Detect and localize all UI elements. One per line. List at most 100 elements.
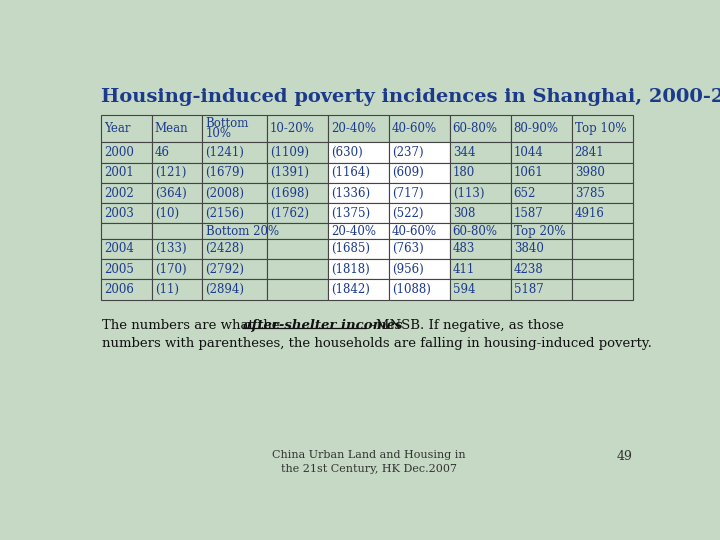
Bar xyxy=(328,279,389,300)
Text: 40-60%: 40-60% xyxy=(392,122,437,135)
Bar xyxy=(267,163,328,183)
Bar xyxy=(389,183,449,203)
Bar xyxy=(202,163,267,183)
Bar xyxy=(101,239,152,259)
Bar xyxy=(572,239,632,259)
Text: (364): (364) xyxy=(155,186,186,200)
Bar xyxy=(389,279,449,300)
Bar xyxy=(267,203,328,224)
Text: 308: 308 xyxy=(453,207,475,220)
Bar xyxy=(328,203,389,224)
Text: (1164): (1164) xyxy=(330,166,370,179)
Text: 180: 180 xyxy=(453,166,475,179)
Text: (522): (522) xyxy=(392,207,423,220)
Text: (1842): (1842) xyxy=(330,283,369,296)
Bar xyxy=(152,279,202,300)
Text: 10%: 10% xyxy=(205,127,232,140)
Text: (1679): (1679) xyxy=(205,166,245,179)
Bar xyxy=(101,115,152,142)
Bar xyxy=(510,183,572,203)
Bar xyxy=(101,279,152,300)
Bar xyxy=(510,279,572,300)
Text: 2002: 2002 xyxy=(104,186,134,200)
Text: 46: 46 xyxy=(155,146,170,159)
Text: 10-20%: 10-20% xyxy=(270,122,315,135)
Text: 344: 344 xyxy=(453,146,475,159)
Text: 2841: 2841 xyxy=(575,146,604,159)
Text: The numbers are what the: The numbers are what the xyxy=(102,319,284,332)
Text: 2000: 2000 xyxy=(104,146,134,159)
Bar xyxy=(202,224,267,239)
Text: (717): (717) xyxy=(392,186,423,200)
Text: 1044: 1044 xyxy=(513,146,544,159)
Bar xyxy=(389,239,449,259)
Text: (2792): (2792) xyxy=(205,262,245,276)
Bar xyxy=(449,224,510,239)
Text: 652: 652 xyxy=(513,186,536,200)
Text: (10): (10) xyxy=(155,207,179,220)
Bar xyxy=(152,183,202,203)
Text: (1685): (1685) xyxy=(330,242,370,255)
Bar xyxy=(328,224,389,239)
Text: (1762): (1762) xyxy=(270,207,309,220)
Text: Housing-induced poverty incidences in Shanghai, 2000-2006: Housing-induced poverty incidences in Sh… xyxy=(101,88,720,106)
Text: 20-40%: 20-40% xyxy=(330,122,376,135)
Bar xyxy=(389,163,449,183)
Bar xyxy=(572,279,632,300)
Bar xyxy=(202,142,267,163)
Bar xyxy=(328,163,389,183)
Text: 40-60%: 40-60% xyxy=(392,225,437,238)
Text: Year: Year xyxy=(104,122,130,135)
Bar xyxy=(328,259,389,279)
Bar xyxy=(152,259,202,279)
Bar xyxy=(328,142,389,163)
Bar xyxy=(202,203,267,224)
Text: 80-90%: 80-90% xyxy=(513,122,559,135)
Bar xyxy=(449,115,510,142)
Bar xyxy=(152,224,202,239)
Text: (113): (113) xyxy=(453,186,485,200)
Bar xyxy=(267,259,328,279)
Bar xyxy=(101,203,152,224)
Bar xyxy=(449,163,510,183)
Text: Bottom: Bottom xyxy=(205,117,249,130)
Text: (1336): (1336) xyxy=(330,186,370,200)
Text: 2006: 2006 xyxy=(104,283,134,296)
Text: 411: 411 xyxy=(453,262,475,276)
Bar xyxy=(510,239,572,259)
Text: (1375): (1375) xyxy=(330,207,370,220)
Bar xyxy=(572,203,632,224)
Text: 2005: 2005 xyxy=(104,262,134,276)
Text: (763): (763) xyxy=(392,242,423,255)
Bar xyxy=(267,183,328,203)
Text: (1088): (1088) xyxy=(392,283,431,296)
Bar xyxy=(510,259,572,279)
Text: 4916: 4916 xyxy=(575,207,605,220)
Text: 1587: 1587 xyxy=(513,207,544,220)
Bar xyxy=(449,279,510,300)
Bar xyxy=(152,203,202,224)
Bar xyxy=(389,115,449,142)
Bar xyxy=(202,183,267,203)
Text: Mean: Mean xyxy=(155,122,189,135)
Bar xyxy=(389,203,449,224)
Bar xyxy=(101,259,152,279)
Text: 2004: 2004 xyxy=(104,242,134,255)
Text: (609): (609) xyxy=(392,166,423,179)
Text: (1241): (1241) xyxy=(205,146,244,159)
Bar xyxy=(101,183,152,203)
Text: (133): (133) xyxy=(155,242,186,255)
Text: (1109): (1109) xyxy=(270,146,309,159)
Text: 3840: 3840 xyxy=(513,242,544,255)
Text: 2003: 2003 xyxy=(104,207,134,220)
Text: (1818): (1818) xyxy=(330,262,369,276)
Text: the 21st Century, HK Dec.2007: the 21st Century, HK Dec.2007 xyxy=(281,464,457,474)
Text: Top 10%: Top 10% xyxy=(575,122,626,135)
Bar xyxy=(389,142,449,163)
Text: (956): (956) xyxy=(392,262,423,276)
Bar xyxy=(328,239,389,259)
Text: Top 20%: Top 20% xyxy=(513,225,565,238)
Text: China Urban Land and Housing in: China Urban Land and Housing in xyxy=(272,450,466,460)
Bar xyxy=(449,259,510,279)
Bar xyxy=(389,224,449,239)
